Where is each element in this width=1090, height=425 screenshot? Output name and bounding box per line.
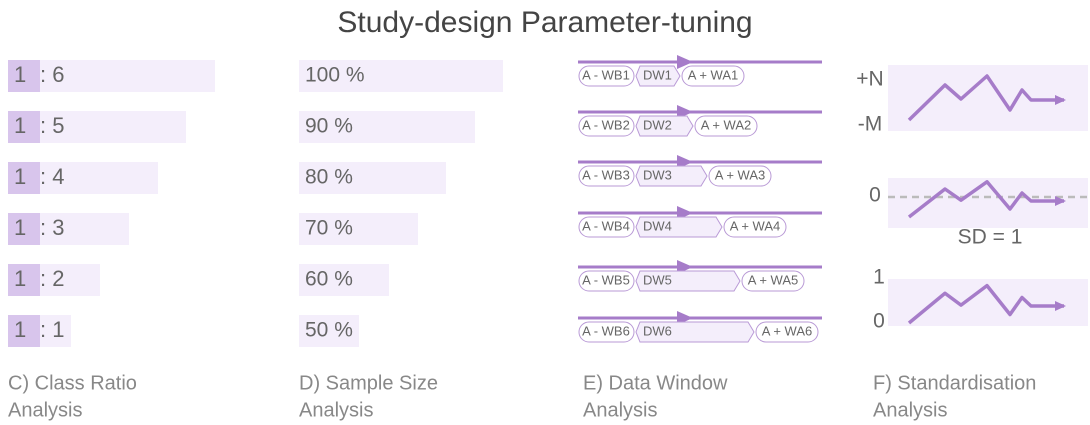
signal-raw xyxy=(907,74,1064,122)
ratio-right: : 6 xyxy=(40,62,64,87)
ratio-highlight xyxy=(8,111,40,143)
window-box xyxy=(635,321,755,343)
caption: C) Class Ratio xyxy=(8,372,137,394)
ratio-highlight xyxy=(8,213,40,245)
timeline-arrow xyxy=(677,55,693,69)
before-label: A - WB2 xyxy=(582,117,630,132)
after-label: A + WA5 xyxy=(748,272,798,287)
before-pill xyxy=(578,321,635,343)
window-label: DW5 xyxy=(643,272,672,287)
ratio-highlight xyxy=(8,315,40,347)
sample-label: 50 % xyxy=(305,319,353,342)
box-sd xyxy=(888,178,1088,228)
ratio-bar xyxy=(8,60,215,92)
before-label: A - WB1 xyxy=(582,67,630,82)
before-pill xyxy=(578,270,635,292)
before-pill xyxy=(578,216,635,238)
after-label: A + WA3 xyxy=(715,167,765,182)
after-label: A + WA2 xyxy=(701,117,751,132)
ratio-left: 1 xyxy=(14,317,26,342)
sample-label: 100 % xyxy=(305,64,365,87)
before-label: A - WB5 xyxy=(582,272,630,287)
before-label: A - WB4 xyxy=(582,218,630,233)
window-box xyxy=(635,216,723,238)
after-pill xyxy=(755,321,819,343)
after-pill xyxy=(681,65,745,87)
sample-bar xyxy=(299,315,359,347)
signal-sd-arrow xyxy=(1055,196,1066,206)
ratio-left: 1 xyxy=(14,164,26,189)
sample-bar xyxy=(299,60,503,92)
before-pill xyxy=(578,65,635,87)
ratio-highlight xyxy=(8,264,40,296)
ratio-right: : 5 xyxy=(40,113,64,138)
ratio-highlight xyxy=(8,162,40,194)
sample-bar xyxy=(299,111,475,143)
caption: D) Sample Size xyxy=(299,372,438,394)
ratio-left: 1 xyxy=(14,215,26,240)
sample-bar xyxy=(299,162,446,194)
after-pill xyxy=(741,270,805,292)
window-box xyxy=(635,270,741,292)
before-pill xyxy=(578,165,635,187)
caption: E) Data Window xyxy=(583,372,728,394)
signal-sd xyxy=(907,180,1064,219)
label-bottom: -M xyxy=(858,113,883,136)
caption: Analysis xyxy=(299,399,373,421)
signal-raw-arrow xyxy=(1055,95,1066,105)
label-zero: 0 xyxy=(869,184,881,207)
caption: F) Standardisation xyxy=(873,372,1036,394)
ratio-right: : 2 xyxy=(40,266,64,291)
caption: Analysis xyxy=(873,399,947,421)
signal-minmax-arrow xyxy=(1055,301,1066,311)
after-pill xyxy=(723,216,787,238)
ratio-left: 1 xyxy=(14,266,26,291)
after-label: A + WA4 xyxy=(730,218,780,233)
window-label: DW6 xyxy=(643,323,672,338)
sample-label: 80 % xyxy=(305,166,353,189)
after-pill xyxy=(694,115,758,137)
ratio-highlight xyxy=(8,60,40,92)
window-box xyxy=(635,165,708,187)
ratio-right: : 1 xyxy=(40,317,64,342)
before-pill xyxy=(578,115,635,137)
window-label: DW3 xyxy=(643,167,672,182)
before-label: A - WB6 xyxy=(582,323,630,338)
sample-label: 90 % xyxy=(305,115,353,138)
ratio-right: : 4 xyxy=(40,164,64,189)
caption: Analysis xyxy=(583,399,657,421)
signal-minmax xyxy=(907,283,1064,325)
window-label: DW4 xyxy=(643,218,672,233)
after-label: A + WA6 xyxy=(762,323,812,338)
label-one: 1 xyxy=(873,266,885,289)
window-box xyxy=(635,115,694,137)
before-label: A - WB3 xyxy=(582,167,630,182)
ratio-left: 1 xyxy=(14,113,26,138)
after-pill xyxy=(708,165,772,187)
window-label: DW1 xyxy=(643,67,672,82)
label-sd: SD = 1 xyxy=(958,226,1023,249)
label-zero2: 0 xyxy=(873,310,885,333)
ratio-left: 1 xyxy=(14,62,26,87)
window-box xyxy=(635,65,681,87)
sample-bar xyxy=(299,213,418,245)
after-label: A + WA1 xyxy=(688,67,738,82)
window-label: DW2 xyxy=(643,117,672,132)
ratio-right: : 3 xyxy=(40,215,64,240)
label-top: +N xyxy=(856,68,883,91)
sample-label: 60 % xyxy=(305,268,353,291)
sample-bar xyxy=(299,264,389,296)
caption: Analysis xyxy=(8,399,82,421)
sample-label: 70 % xyxy=(305,217,353,240)
title: Study-design Parameter-tuning xyxy=(337,6,752,39)
